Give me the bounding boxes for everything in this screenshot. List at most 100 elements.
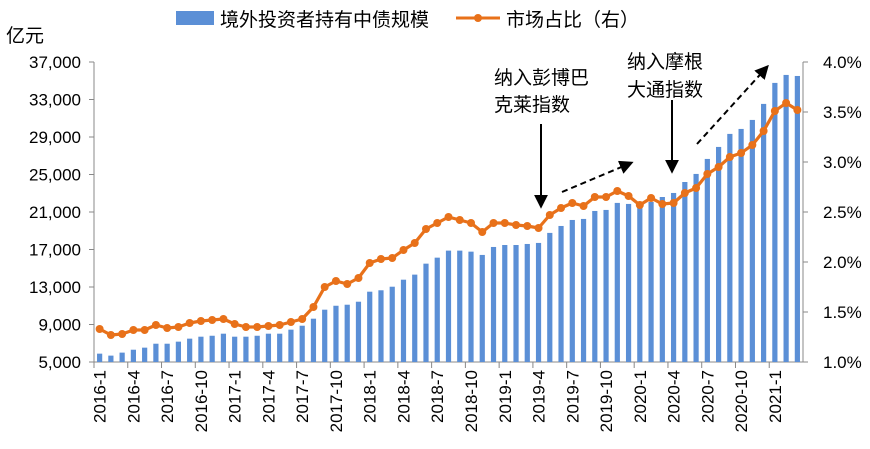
x-tick-label: 2019-1	[496, 370, 515, 423]
share-point	[579, 202, 588, 210]
bar	[772, 82, 778, 362]
bar	[97, 353, 103, 362]
bar	[749, 119, 755, 362]
right-tick-label: 2.0%	[823, 253, 862, 272]
bar	[524, 243, 530, 362]
bar	[310, 318, 317, 362]
share-point	[365, 259, 374, 267]
share-point	[568, 199, 577, 207]
share-point	[331, 277, 340, 285]
share-point	[534, 224, 543, 232]
x-tick-label: 2018-7	[428, 370, 447, 423]
right-tick-label: 1.5%	[823, 303, 862, 322]
share-point	[455, 216, 464, 224]
share-point	[602, 193, 611, 201]
share-point	[399, 246, 408, 254]
bar	[423, 263, 429, 362]
bar	[232, 336, 238, 362]
x-tick-label: 2020-10	[732, 370, 751, 432]
share-point	[174, 323, 183, 331]
legend-line-label: 市场占比（右）	[506, 9, 639, 31]
share-point	[376, 255, 385, 263]
bar	[558, 225, 564, 362]
annotation-jpmorgan-line2: 大通指数	[627, 79, 703, 101]
bar	[457, 250, 463, 362]
share-point	[230, 320, 239, 328]
share-point	[635, 201, 644, 209]
bar	[333, 305, 339, 362]
annotation-bloomberg-line1: 纳入彭博巴	[494, 67, 589, 89]
annotation-jpmorgan-line1: 纳入摩根	[627, 51, 703, 73]
bar	[378, 290, 384, 362]
x-tick-label: 2017-7	[293, 370, 312, 423]
share-point	[140, 326, 149, 334]
annotation-bloomberg-line2: 克莱指数	[494, 94, 570, 116]
bar	[344, 304, 350, 362]
share-point	[163, 324, 172, 332]
share-point	[523, 222, 532, 230]
left-tick-label: 9,000	[38, 316, 81, 335]
x-tick-label: 2019-10	[597, 370, 616, 432]
share-point	[737, 149, 746, 157]
share-point	[433, 219, 442, 227]
bar	[367, 291, 373, 362]
bar	[277, 333, 283, 362]
bar	[535, 242, 542, 362]
left-axis-unit: 亿元	[6, 25, 44, 47]
bar	[209, 335, 215, 362]
bar	[659, 197, 665, 362]
share-point	[512, 221, 521, 229]
x-tick-label: 2016-4	[124, 370, 143, 423]
x-tick-label: 2017-1	[226, 370, 245, 423]
bar	[400, 279, 407, 362]
share-point	[264, 322, 273, 330]
share-point	[770, 107, 779, 115]
right-tick-label: 2.5%	[823, 203, 862, 222]
share-point	[613, 187, 622, 195]
legend-line-marker	[474, 14, 482, 22]
share-point	[714, 163, 723, 171]
share-point	[196, 317, 205, 325]
bar	[434, 257, 440, 362]
bar	[389, 286, 395, 362]
share-point	[725, 153, 734, 161]
share-point	[286, 318, 295, 326]
bar	[355, 301, 362, 362]
bar	[637, 207, 643, 362]
bar	[648, 201, 654, 362]
x-tick-label: 2016-7	[158, 370, 177, 423]
right-tick-label: 4.0%	[823, 53, 862, 72]
bar	[254, 335, 260, 362]
x-tick-label: 2019-7	[563, 370, 582, 423]
right-tick-label: 3.5%	[823, 103, 862, 122]
share-point	[590, 193, 599, 201]
share-point	[759, 127, 768, 135]
share-point	[354, 274, 363, 282]
bar	[490, 246, 497, 362]
share-point	[557, 204, 566, 212]
x-tick-label: 2019-4	[530, 370, 549, 423]
bar	[727, 133, 733, 362]
share-point	[106, 331, 115, 339]
left-tick-label: 29,000	[29, 128, 81, 147]
bar	[580, 218, 587, 362]
left-tick-label: 13,000	[29, 278, 81, 297]
x-tick-label: 2017-4	[259, 370, 278, 423]
share-point	[658, 200, 667, 208]
bar	[670, 192, 677, 362]
left-tick-label: 17,000	[29, 241, 81, 260]
x-tick-label: 2017-10	[327, 370, 346, 432]
bar	[288, 329, 294, 362]
share-point	[748, 141, 757, 149]
bar	[468, 251, 474, 362]
bar	[164, 343, 170, 362]
legend: 境外投资者持有中债规模 市场占比（右）	[176, 9, 639, 31]
bar	[603, 209, 609, 362]
bar	[130, 349, 136, 362]
bar	[445, 250, 452, 362]
share-point	[421, 225, 430, 233]
share-point	[478, 228, 487, 236]
share-point	[410, 239, 419, 247]
share-point	[624, 192, 633, 200]
